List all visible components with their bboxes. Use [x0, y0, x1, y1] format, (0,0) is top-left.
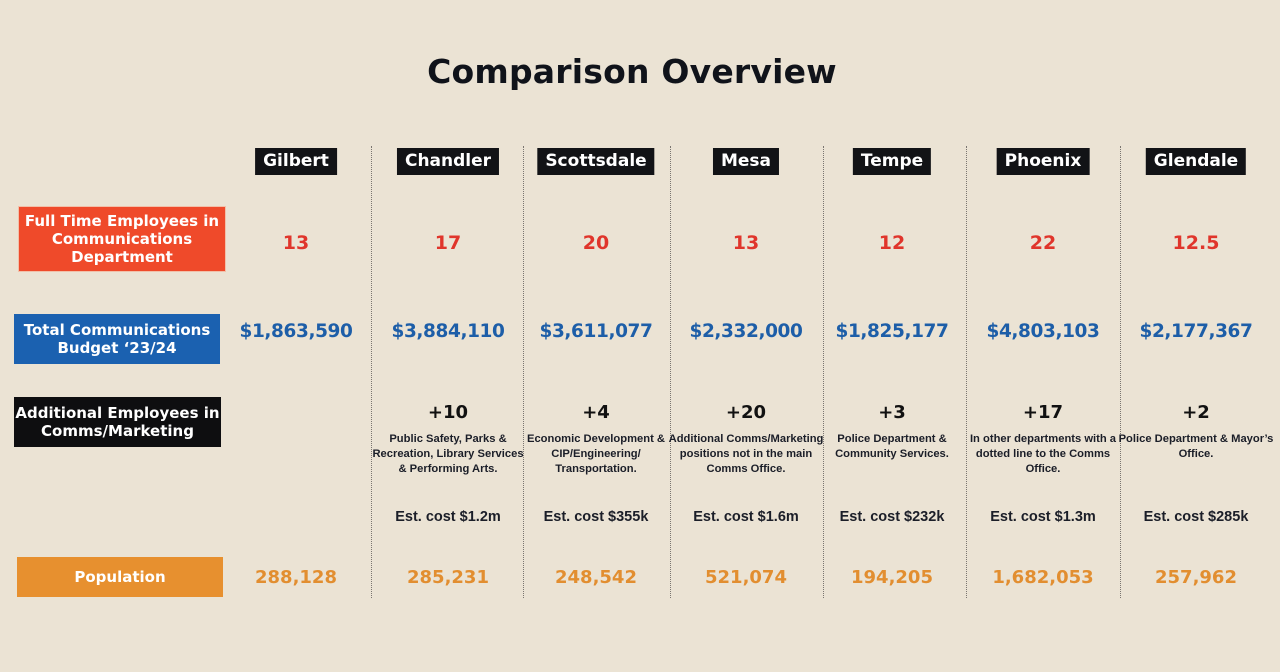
additional-description: Police Department & Community Services.: [835, 433, 949, 460]
additional-description: Police Department & Mayor’s Office.: [1118, 433, 1274, 460]
column-divider: [823, 146, 824, 598]
city-header: Scottsdale: [537, 148, 655, 175]
estimated-cost: Est. cost $355k: [543, 509, 649, 525]
population-value: 1,682,053: [992, 567, 1094, 588]
estimated-cost: Est. cost $1.2m: [395, 509, 501, 525]
city-header: Glendale: [1145, 148, 1247, 175]
estimated-cost: Est. cost $1.6m: [693, 509, 799, 525]
city-column-phoenix: Phoenix 22 $4,803,103 +17 In other depar…: [968, 0, 1118, 672]
column-divider: [1120, 146, 1121, 598]
population-value: 521,074: [705, 567, 787, 588]
additional-description: Public Safety, Parks & Recreation, Libra…: [372, 433, 524, 475]
additional-count: +10: [427, 402, 469, 423]
city-column-mesa: Mesa 13 $2,332,000 +20 Additional Comms/…: [669, 0, 823, 672]
population-value: 257,962: [1155, 567, 1237, 588]
fte-value: 12: [878, 232, 906, 254]
additional-count: +4: [582, 402, 610, 423]
budget-value: $1,825,177: [835, 321, 949, 342]
additional-description: In other departments with a dotted line …: [969, 433, 1117, 475]
city-column-tempe: Tempe 12 $1,825,177 +3 Police Department…: [817, 0, 967, 672]
city-header: Mesa: [712, 148, 780, 175]
city-column-gilbert: Gilbert 13 $1,863,590 288,128: [221, 0, 371, 672]
page-title: Comparison Overview: [427, 52, 837, 91]
city-column-chandler: Chandler 17 $3,884,110 +10 Public Safety…: [372, 0, 524, 672]
row-label-fte: Full Time Employees in Communications De…: [18, 206, 226, 272]
column-divider: [966, 146, 967, 598]
row-label-additional: Additional Employees in Comms/Marketing: [14, 397, 221, 447]
fte-value: 20: [582, 232, 610, 254]
fte-value: 17: [434, 232, 462, 254]
estimated-cost: Est. cost $285k: [1143, 509, 1249, 525]
budget-value: $3,611,077: [539, 321, 653, 342]
city-column-scottsdale: Scottsdale 20 $3,611,077 +4 Economic Dev…: [521, 0, 671, 672]
budget-value: $4,803,103: [986, 321, 1100, 342]
column-divider: [371, 146, 372, 598]
row-label-population: Population: [17, 557, 223, 597]
budget-value: $2,177,367: [1139, 321, 1253, 342]
fte-value: 13: [282, 232, 310, 254]
additional-count: +3: [878, 402, 906, 423]
additional-count: +20: [725, 402, 767, 423]
fte-value: 12.5: [1172, 232, 1220, 254]
additional-description: Additional Comms/Marketing positions not…: [668, 433, 824, 475]
population-value: 288,128: [255, 567, 337, 588]
fte-value: 22: [1029, 232, 1057, 254]
fte-value: 13: [732, 232, 760, 254]
column-divider: [523, 146, 524, 598]
city-header: Tempe: [852, 148, 932, 175]
column-divider: [670, 146, 671, 598]
budget-value: $2,332,000: [689, 321, 803, 342]
row-label-budget: Total Communications Budget ‘23/24: [14, 314, 220, 364]
budget-value: $1,863,590: [239, 321, 353, 342]
population-value: 194,205: [851, 567, 933, 588]
population-value: 248,542: [555, 567, 637, 588]
city-column-glendale: Glendale 12.5 $2,177,367 +2 Police Depar…: [1119, 0, 1273, 672]
additional-description: Economic Development & CIP/Engineering/ …: [526, 433, 665, 475]
additional-count: +2: [1182, 402, 1210, 423]
city-header: Chandler: [396, 148, 500, 175]
city-header: Phoenix: [996, 148, 1090, 175]
estimated-cost: Est. cost $1.3m: [990, 509, 1096, 525]
city-header: Gilbert: [255, 148, 337, 175]
budget-value: $3,884,110: [391, 321, 505, 342]
population-value: 285,231: [407, 567, 489, 588]
estimated-cost: Est. cost $232k: [839, 509, 945, 525]
additional-count: +17: [1022, 402, 1064, 423]
